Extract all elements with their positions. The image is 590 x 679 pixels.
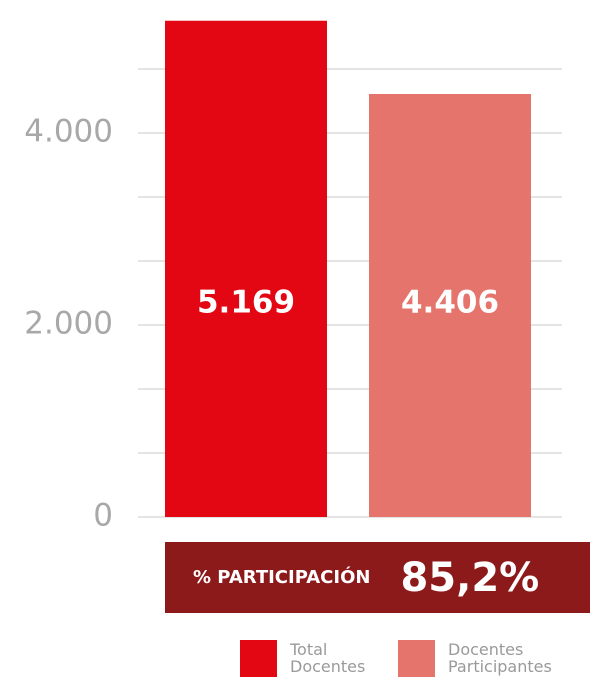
legend-item: Total Docentes	[240, 640, 366, 677]
bar	[369, 93, 531, 517]
participation-banner: % PARTICIPACIÓN 85,2%	[165, 542, 590, 613]
value-label: 5.169	[197, 285, 295, 321]
legend-label: Total Docentes	[290, 640, 366, 676]
bar	[165, 20, 327, 517]
legend-swatch	[240, 640, 277, 677]
annotation-label: % PARTICIPACIÓN	[193, 567, 371, 588]
annotation-value: 85,2%	[400, 554, 540, 601]
legend-swatch	[398, 640, 435, 677]
value-label: 4.406	[401, 285, 499, 321]
legend-item: Docentes Participantes	[398, 640, 578, 677]
y-tick-label: 2.000	[24, 305, 113, 341]
legend-label: Docentes Participantes	[448, 640, 552, 676]
y-tick-label: 4.000	[24, 113, 113, 149]
y-tick-label: 0	[93, 498, 113, 534]
